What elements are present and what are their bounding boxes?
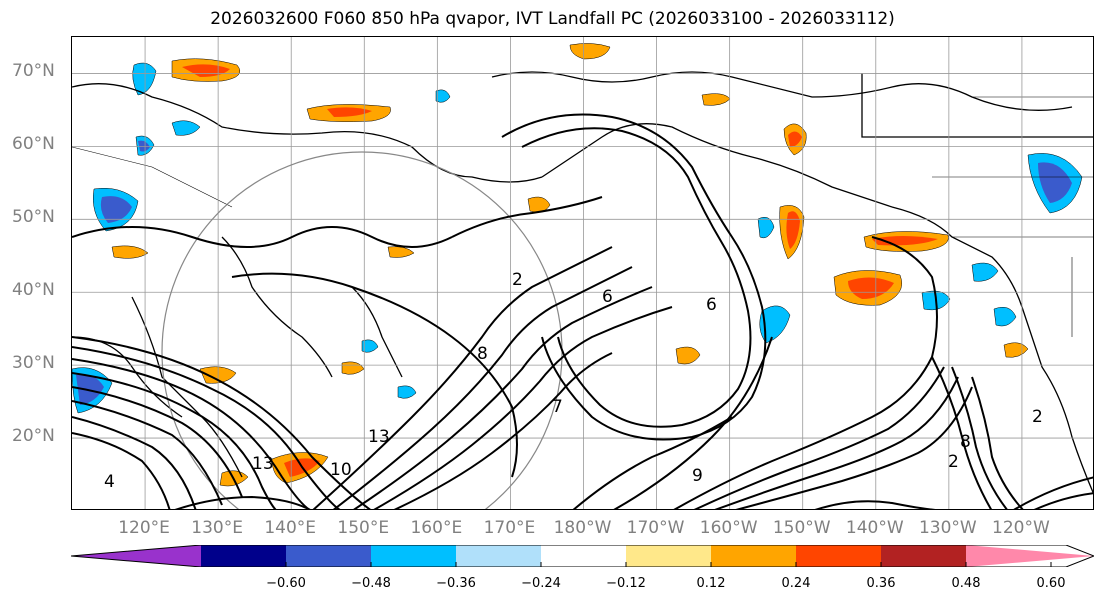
colorbar-tick-label: −0.60 [266,576,306,591]
colorbar-tick-label: 0.12 [696,576,726,591]
latitude-label: 70°N [12,61,55,82]
contour-label: 2 [948,452,959,472]
map-title: 2026032600 F060 850 hPa qvapor, IVT Land… [210,9,895,29]
colorbar-extend-min [71,545,201,567]
map-canvas: 2 6 8 10 13 9 6 2 7 8 13 2 4 [72,37,1093,509]
longitude-label: 140°E [264,518,317,538]
contour-label: 2 [512,270,523,290]
longitude-label: 130°W [918,518,977,538]
longitude-label: 120°W [992,518,1050,538]
colorbar-tick-label: 0.36 [866,576,896,591]
longitude-label: 160°W [699,518,758,538]
latitude-label: 20°N [12,426,55,447]
gridlines [72,37,1093,509]
contour-label: 9 [692,466,703,486]
latitude-label: 50°N [12,207,55,228]
ivt-contours [72,113,1093,509]
colorbar-tick-label: −0.48 [351,576,391,591]
colorbar-tick-label: −0.24 [521,576,561,591]
longitude-label: 170°E [483,518,536,538]
latitude-label: 40°N [12,280,55,301]
colorbar-tick-label: −0.36 [436,576,476,591]
longitude-label: 150°E [337,518,390,538]
contour-label: 10 [330,460,352,480]
colorbar-segment [711,545,796,567]
contour-label: 4 [104,472,115,492]
colorbar-segment [796,545,881,567]
colorbar-bar [71,545,1094,567]
colorbar-tick-label: 0.60 [1036,576,1066,591]
longitude-label: 130°E [191,518,243,538]
contour-label: 8 [477,344,488,364]
latitude-label: 60°N [12,134,55,155]
longitude-label: 150°W [772,518,831,538]
colorbar-tick-label: 0.48 [951,576,981,591]
colorbar-segment [201,545,286,567]
longitude-label: 180°W [553,518,612,538]
longitude-label: 160°E [410,518,463,538]
colorbar-tick-label: 0.24 [781,576,811,591]
colorbar-segment [371,545,456,567]
contour-labels: 2 6 8 10 13 9 6 2 7 8 13 2 4 [104,270,1043,492]
map-panel[interactable]: 2 6 8 10 13 9 6 2 7 8 13 2 4 [71,36,1094,510]
contour-label: 6 [706,295,717,315]
colorbar-segment [881,545,966,567]
longitude-label: 140°W [845,518,904,538]
qvapor-anomaly-shading [72,43,1083,487]
contour-label: 2 [1032,407,1043,427]
colorbar-extend-max [966,545,1094,567]
projection-outline [161,151,563,509]
positive-anomaly [111,43,1029,487]
contour-label: 13 [368,427,390,447]
colorbar-segment [456,545,541,567]
contour-label: 13 [252,454,274,474]
latitude-label: 30°N [12,353,55,374]
contour-label: 8 [960,432,971,452]
longitude-label: 120°E [118,518,170,538]
colorbar-segment [286,545,371,567]
colorbar-segment [541,545,626,567]
contour-label: 7 [552,397,563,417]
contour-label: 6 [602,287,613,307]
longitude-label: 170°W [626,518,685,538]
colorbar-tick-label: −0.12 [606,576,646,591]
colorbar-segment [626,545,711,567]
borders [72,96,1093,337]
